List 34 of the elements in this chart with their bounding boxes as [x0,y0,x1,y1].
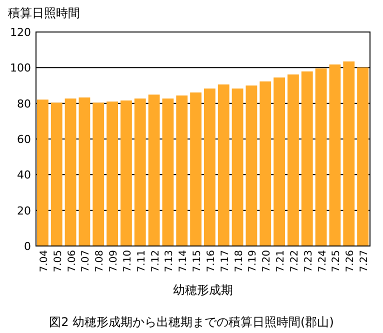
x-tick-label: 7.15 [192,250,204,272]
x-tick-label: 7.20 [262,250,273,272]
x-tick-label: 7.25 [331,250,342,272]
x-tick-label: 7.06 [66,250,78,272]
x-tick-label: 7.23 [303,250,314,272]
text: 図2 幼穂形成期から出穂期までの積算日照時間(郡山) [49,315,334,329]
y-tick-label: 20 [17,204,31,218]
x-tick-label: 7.21 [276,250,287,272]
y-tick-label: 80 [17,97,31,110]
y-tick-label: 40 [17,168,31,182]
x-tick-label: 7.08 [94,250,106,272]
x-axis-title: 幼穂形成期 [173,283,233,297]
y-tick-label: 60 [17,133,31,146]
x-tick-label: 7.27 [359,250,370,272]
x-tick-label: 7.18 [234,250,245,272]
x-tick-label: 7.14 [178,250,190,272]
x-tick-label: 7.12 [150,250,162,272]
x-tick-label: 7.22 [289,250,300,272]
x-tick-label: 7.16 [206,250,217,272]
x-tick-label: 7.05 [52,250,64,272]
y-tick-label: 100 [10,62,31,75]
y-tick-label: 0 [24,240,31,253]
y-tick-label: 120 [10,26,31,39]
x-tick-label: 7.07 [80,250,92,272]
x-tick-label: 7.24 [317,250,328,272]
x-tick-label: 7.10 [122,250,134,272]
x-tick-label: 7.17 [220,250,231,272]
y-axis-title: 積算日照時間 [8,6,80,20]
x-tick-label: 7.19 [248,250,259,272]
x-tick-label: 7.26 [345,250,356,272]
x-tick-label: 7.04 [38,250,50,272]
x-tick-label: 7.09 [108,250,120,272]
x-tick-label: 7.11 [136,250,148,272]
x-tick-label: 7.13 [164,250,176,272]
